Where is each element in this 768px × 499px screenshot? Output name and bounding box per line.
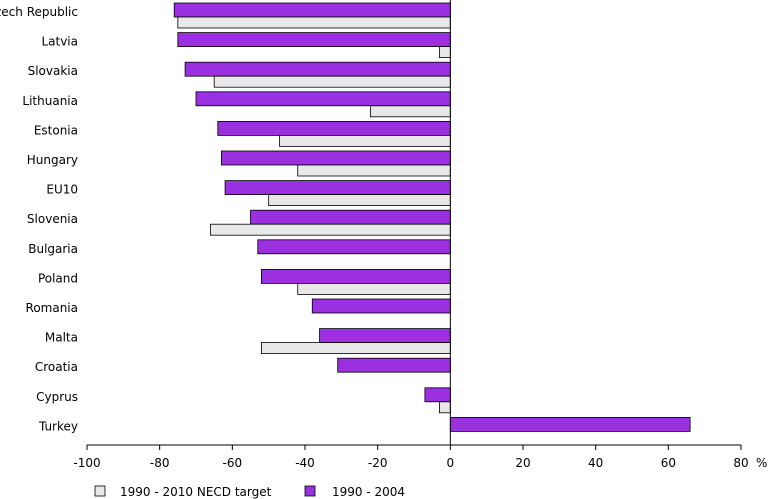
bar-necd-target-malta [260, 342, 451, 355]
category-label-croatia: Croatia [35, 360, 78, 374]
bar-necd-target-latvia [439, 46, 451, 58]
x-tick-label-0: 0 [447, 456, 455, 470]
legend-label-1990-2004: 1990 - 2004 [332, 485, 405, 499]
category-label-hungary: Hungary [27, 153, 78, 167]
bar-1990-2004-romania [311, 298, 451, 314]
x-tick-label-80: 80 [733, 456, 748, 470]
x-tick-label-100: -100 [73, 456, 100, 470]
bar-necd-target-lithuania [369, 105, 451, 118]
category-label-malta: Malta [45, 331, 78, 345]
bar-1990-2004-turkey [449, 416, 691, 432]
bar-necd-target-czech-republic [177, 16, 451, 29]
x-tick-label-40: 40 [588, 456, 603, 470]
category-label-latvia: Latvia [41, 35, 78, 49]
x-tick-label-80: -80 [150, 456, 170, 470]
category-label-cyprus: Cyprus [36, 390, 78, 404]
x-tick-label-40: -40 [295, 456, 315, 470]
bar-necd-target-poland [297, 282, 451, 295]
category-label-estonia: Estonia [34, 123, 78, 137]
category-label-turkey: Turkey [38, 419, 78, 433]
bar-1990-2004-bulgaria [257, 239, 451, 255]
category-label-bulgaria: Bulgaria [28, 242, 78, 256]
x-tick-labels: -100 -80 -60 -40 -20 0 20 40 60 80 [73, 456, 748, 470]
bar-necd-target-slovakia [213, 75, 451, 88]
bar-1990-2004-eu10 [224, 180, 451, 196]
category-label-poland: Poland [38, 271, 78, 285]
bar-1990-2004-hungary [221, 150, 451, 166]
bar-necd-target-cyprus [439, 401, 451, 414]
bar-1990-2004-croatia [337, 357, 451, 373]
bar-1990-2004-poland [260, 268, 451, 284]
legend-swatch-necd-target [94, 485, 106, 497]
bar-1990-2004-czech-republic [173, 2, 451, 18]
bar-1990-2004-lithuania [195, 91, 451, 107]
bar-1990-2004-estonia [217, 121, 451, 136]
bar-necd-target-eu10 [268, 194, 451, 207]
legend-label-necd-target: 1990 - 2010 NECD target [120, 485, 272, 499]
category-label-eu10: EU10 [46, 183, 78, 197]
bar-1990-2004-cyprus [424, 387, 451, 403]
category-label-slovakia: Slovakia [28, 64, 78, 78]
x-tick-label-60: 60 [661, 456, 676, 470]
x-tick-label-20: -20 [368, 456, 388, 470]
bar-1990-2004-slovakia [184, 61, 451, 77]
bar-necd-target-hungary [297, 164, 451, 177]
x-tick-label-20: 20 [515, 456, 530, 470]
legend: 1990 - 2010 NECD target 1990 - 2004 [94, 485, 405, 499]
bars [173, 2, 691, 432]
axes [86, 0, 742, 450]
bar-1990-2004-slovenia [250, 209, 451, 225]
x-tick-label-60: -60 [223, 456, 243, 470]
category-labels: Czech Republic Latvia Slovakia Lithuania Est… [0, 5, 78, 433]
category-label-czech-republic: Czech Republic [0, 5, 78, 19]
bar-necd-target-estonia [279, 134, 451, 147]
bar-1990-2004-latvia [177, 32, 451, 47]
x-unit-label: % [756, 456, 767, 470]
category-label-romania: Romania [26, 301, 78, 315]
bar-necd-target-slovenia [210, 223, 451, 236]
category-label-slovenia: Slovenia [27, 212, 78, 226]
bar-1990-2004-malta [319, 328, 451, 344]
category-label-lithuania: Lithuania [22, 94, 78, 108]
legend-swatch-1990-2004 [304, 485, 316, 497]
